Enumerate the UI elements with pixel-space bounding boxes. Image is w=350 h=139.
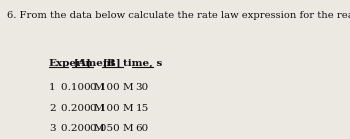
Text: 3: 3	[49, 124, 56, 133]
Text: 60: 60	[135, 124, 149, 133]
Text: [A]: [A]	[74, 59, 91, 68]
Text: 6. From the data below calculate the rate law expression for the reaction of A w: 6. From the data below calculate the rat…	[7, 11, 350, 20]
Text: [B]: [B]	[103, 59, 121, 68]
Text: 30: 30	[135, 83, 149, 92]
Text: 0.100 M: 0.100 M	[90, 83, 134, 92]
Text: 0.100 M: 0.100 M	[90, 104, 134, 113]
Text: Experiment: Experiment	[49, 59, 116, 68]
Text: 0.100 M: 0.100 M	[61, 83, 104, 92]
Text: time, s: time, s	[122, 59, 162, 68]
Text: 0.200 M: 0.200 M	[61, 124, 104, 133]
Text: 1: 1	[49, 83, 56, 92]
Text: 2: 2	[49, 104, 56, 113]
Text: 0.050 M: 0.050 M	[90, 124, 134, 133]
Text: 15: 15	[135, 104, 149, 113]
Text: 0.200 M: 0.200 M	[61, 104, 104, 113]
